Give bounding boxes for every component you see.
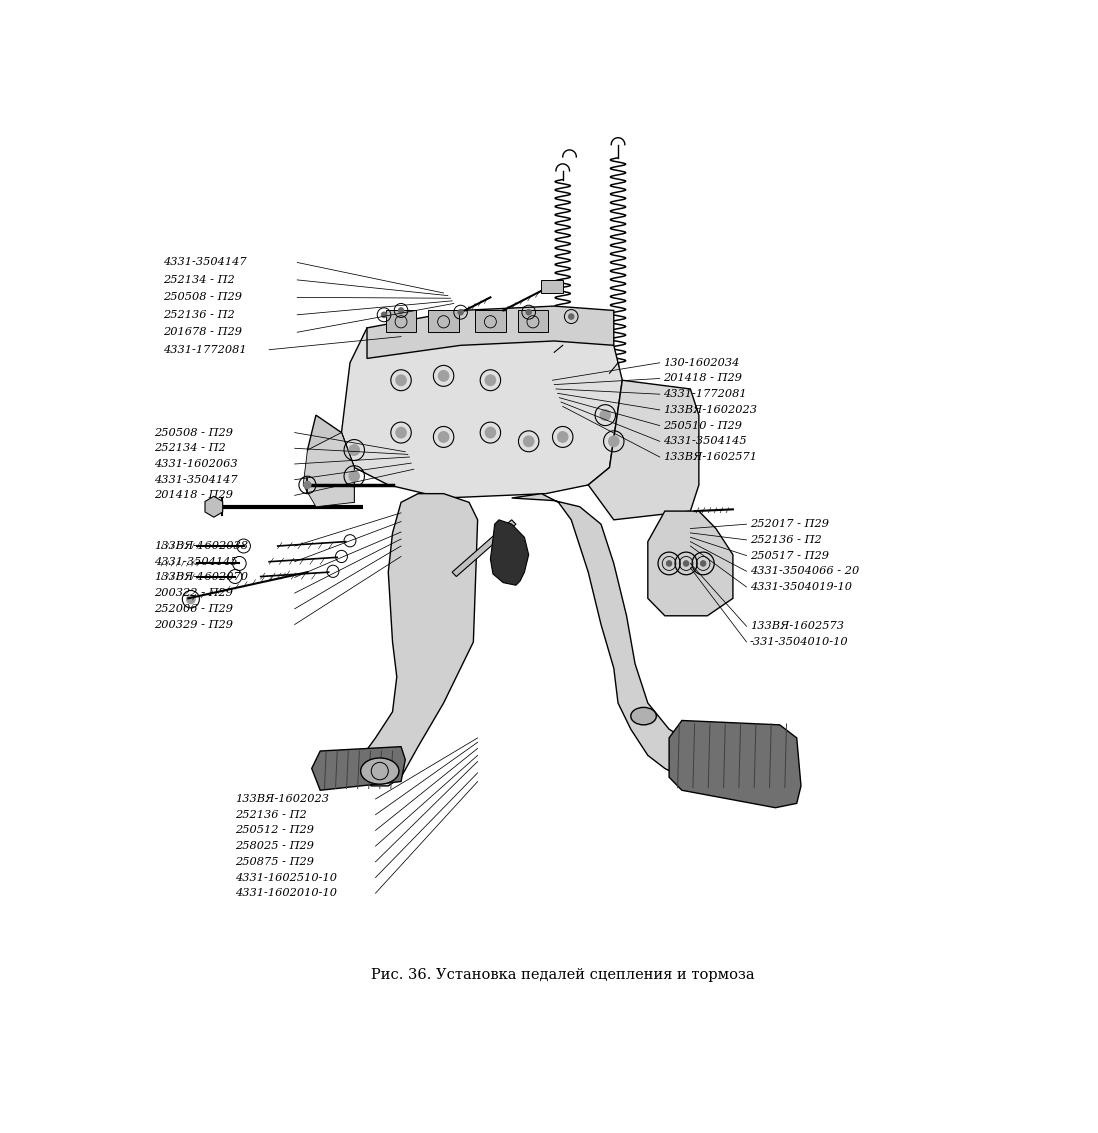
Text: 133ВЯ-1602023: 133ВЯ-1602023 [235, 794, 329, 804]
Text: 4331-1772081: 4331-1772081 [163, 344, 246, 355]
Text: 4331-3504145: 4331-3504145 [663, 436, 747, 446]
Text: 252017 - П29: 252017 - П29 [750, 519, 829, 529]
Polygon shape [341, 327, 623, 499]
Circle shape [438, 370, 449, 381]
Circle shape [304, 482, 311, 488]
Text: 250512 - П29: 250512 - П29 [235, 826, 314, 835]
Circle shape [349, 445, 359, 455]
Ellipse shape [360, 758, 399, 784]
Circle shape [396, 427, 406, 437]
Circle shape [458, 309, 463, 315]
Polygon shape [512, 494, 699, 777]
Text: 252134 - П2: 252134 - П2 [163, 275, 235, 284]
Circle shape [666, 561, 672, 566]
Polygon shape [367, 306, 614, 358]
Text: 200322 - П29: 200322 - П29 [154, 588, 233, 598]
Polygon shape [589, 381, 699, 520]
Circle shape [438, 432, 449, 442]
Circle shape [701, 561, 706, 566]
Text: 250508 - П29: 250508 - П29 [154, 427, 233, 437]
Polygon shape [362, 494, 478, 786]
FancyBboxPatch shape [475, 310, 506, 332]
Text: 4331-1602063: 4331-1602063 [154, 459, 238, 469]
Polygon shape [312, 747, 405, 791]
Text: Рис. 36. Установка педалей сцепления и тормоза: Рис. 36. Установка педалей сцепления и т… [371, 969, 754, 982]
Circle shape [485, 375, 495, 385]
Text: 258025 - П29: 258025 - П29 [235, 841, 314, 851]
Text: 252136 - П2: 252136 - П2 [163, 309, 235, 320]
Text: 250875 - П29: 250875 - П29 [235, 857, 314, 867]
Text: 4331-1772081: 4331-1772081 [663, 390, 747, 399]
Text: 4331-1602010-10: 4331-1602010-10 [235, 888, 337, 898]
FancyBboxPatch shape [428, 310, 459, 332]
Circle shape [399, 308, 404, 313]
Circle shape [381, 313, 386, 317]
Polygon shape [303, 433, 355, 506]
Polygon shape [307, 415, 355, 502]
Circle shape [558, 432, 568, 442]
Text: 4331-3504019-10: 4331-3504019-10 [750, 582, 852, 593]
Circle shape [349, 471, 359, 482]
Polygon shape [669, 721, 802, 808]
Circle shape [684, 561, 688, 566]
Circle shape [524, 436, 534, 446]
Text: 201418 - П29: 201418 - П29 [663, 374, 742, 383]
Text: 250508 - П29: 250508 - П29 [163, 292, 242, 303]
Text: 4331-3504147: 4331-3504147 [154, 475, 238, 485]
Text: 133ВЯ-1602571: 133ВЯ-1602571 [663, 452, 758, 462]
Ellipse shape [630, 707, 657, 725]
Circle shape [485, 427, 495, 437]
Circle shape [396, 375, 406, 385]
Text: 133ВЯ-1602038: 133ВЯ-1602038 [154, 540, 248, 551]
Text: 201418 - П29: 201418 - П29 [154, 491, 233, 501]
Text: 252136 - П2: 252136 - П2 [235, 810, 306, 819]
FancyBboxPatch shape [517, 310, 548, 332]
Text: 133ВЯ-1602070: 133ВЯ-1602070 [154, 572, 248, 582]
Circle shape [187, 595, 195, 604]
Text: 250510 - П29: 250510 - П29 [663, 420, 742, 431]
Polygon shape [452, 520, 516, 577]
Text: 130-1602034: 130-1602034 [663, 358, 740, 368]
Text: 4331-3504066 - 20: 4331-3504066 - 20 [750, 566, 859, 577]
Circle shape [608, 436, 619, 446]
Polygon shape [648, 511, 733, 616]
Circle shape [601, 410, 610, 420]
Text: 250517 - П29: 250517 - П29 [750, 551, 829, 561]
Text: 201678 - П29: 201678 - П29 [163, 327, 242, 338]
Polygon shape [491, 520, 529, 586]
Text: 133ВЯ-1602573: 133ВЯ-1602573 [750, 621, 844, 631]
FancyBboxPatch shape [541, 280, 563, 293]
Text: 4331-3504145: 4331-3504145 [154, 556, 238, 566]
Text: 252134 - П2: 252134 - П2 [154, 443, 226, 453]
Text: -331-3504010-10: -331-3504010-10 [750, 637, 849, 647]
FancyBboxPatch shape [385, 310, 416, 332]
Text: 133ВЯ-1602023: 133ВЯ-1602023 [663, 404, 758, 415]
Text: 200329 - П29: 200329 - П29 [154, 620, 233, 630]
Text: 252006 - П29: 252006 - П29 [154, 604, 233, 614]
Circle shape [569, 314, 574, 320]
Circle shape [526, 309, 531, 315]
Text: 4331-1602510-10: 4331-1602510-10 [235, 872, 337, 883]
Text: 4331-3504147: 4331-3504147 [163, 257, 246, 267]
Text: 252136 - П2: 252136 - П2 [750, 535, 821, 545]
